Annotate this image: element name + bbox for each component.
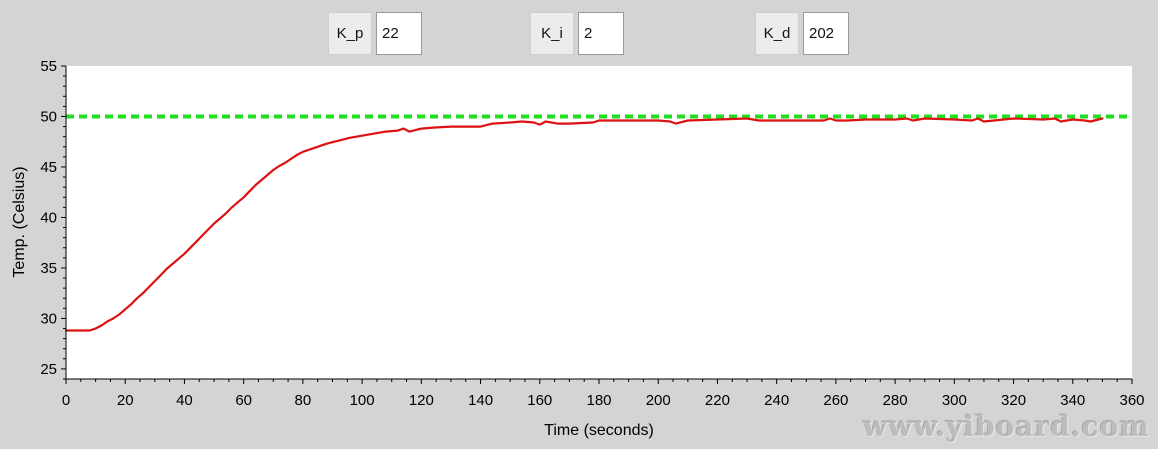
x-tick-label: 80 bbox=[295, 392, 312, 409]
y-axis-ticks: 25 30 35 40 45 50 55 bbox=[40, 58, 66, 380]
x-tick-label: 300 bbox=[942, 392, 967, 409]
x-axis-title: Time (seconds) bbox=[544, 422, 654, 439]
x-tick-label: 180 bbox=[586, 392, 611, 409]
y-axis-title: Temp. (Celsius) bbox=[11, 166, 28, 277]
x-tick-label: 360 bbox=[1119, 392, 1144, 409]
x-tick-label: 280 bbox=[883, 392, 908, 409]
x-axis-ticks: 0 20 40 60 80 100 120 140 160 180 200 220 240 260 280 3… bbox=[62, 379, 1145, 409]
ki-input[interactable] bbox=[578, 12, 624, 55]
x-tick-label: 20 bbox=[117, 392, 134, 409]
y-tick-label: 35 bbox=[40, 260, 57, 277]
ki-label: K_i bbox=[530, 12, 574, 55]
kp-control: K_p bbox=[328, 12, 422, 55]
x-tick-label: 320 bbox=[1001, 392, 1026, 409]
y-tick-label: 25 bbox=[40, 361, 57, 378]
kd-label: K_d bbox=[755, 12, 799, 55]
x-tick-label: 200 bbox=[646, 392, 671, 409]
plot-area bbox=[66, 66, 1132, 379]
x-tick-label: 260 bbox=[823, 392, 848, 409]
x-tick-label: 140 bbox=[468, 392, 493, 409]
x-tick-label: 240 bbox=[764, 392, 789, 409]
x-tick-label: 160 bbox=[527, 392, 552, 409]
x-tick-label: 220 bbox=[705, 392, 730, 409]
series-layer bbox=[64, 117, 1104, 332]
y-tick-label: 30 bbox=[40, 310, 57, 327]
x-tick-label: 120 bbox=[409, 392, 434, 409]
kd-input[interactable] bbox=[803, 12, 849, 55]
x-tick-label: 0 bbox=[62, 392, 70, 409]
y-tick-label: 50 bbox=[40, 108, 57, 125]
temperature-line bbox=[64, 117, 1104, 332]
x-tick-label: 40 bbox=[176, 392, 193, 409]
watermark: www.yiboard.com bbox=[863, 410, 1150, 443]
kd-control: K_d bbox=[755, 12, 849, 55]
x-tick-label: 340 bbox=[1060, 392, 1085, 409]
kp-label: K_p bbox=[328, 12, 372, 55]
kp-input[interactable] bbox=[376, 12, 422, 55]
x-tick-label: 60 bbox=[235, 392, 252, 409]
ki-control: K_i bbox=[530, 12, 624, 55]
y-tick-label: 55 bbox=[40, 58, 57, 75]
y-tick-label: 40 bbox=[40, 209, 57, 226]
x-tick-label: 100 bbox=[350, 392, 375, 409]
y-tick-label: 45 bbox=[40, 159, 57, 176]
